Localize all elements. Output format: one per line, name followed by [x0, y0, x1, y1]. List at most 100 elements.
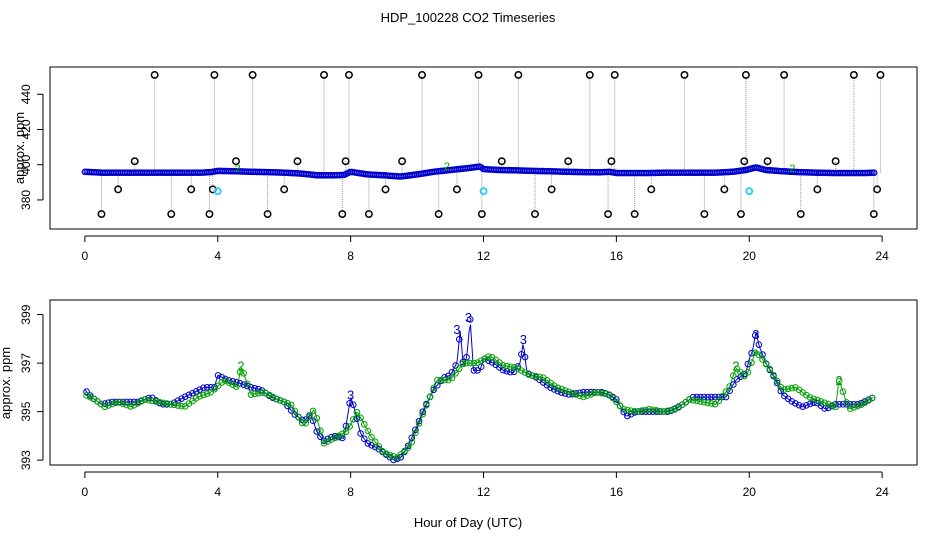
highlight-label-blue: 3: [465, 310, 472, 325]
series-point-green: [591, 389, 598, 397]
series-point-green: [138, 398, 145, 405]
series-point-blue: [360, 435, 368, 443]
series-point-green: [434, 376, 441, 384]
bottom-y-tick-label: 399: [19, 304, 33, 324]
series-point-green: [123, 401, 131, 409]
outlier-point: [497, 157, 506, 166]
outlier-point: [531, 210, 539, 218]
outlier-point: [647, 185, 656, 194]
series-point-blue: [485, 357, 492, 364]
series-point-green: [291, 407, 299, 415]
series-point-blue: [101, 400, 109, 407]
series-point-blue: [328, 433, 335, 441]
series-point-green: [419, 410, 427, 418]
panel-bottom-frame: [49, 299, 918, 466]
series-point-green: [817, 398, 825, 405]
series-point-green: [346, 423, 353, 430]
outlier-point: [248, 70, 257, 79]
series-point-blue: [390, 456, 397, 464]
outlier-point: [452, 185, 461, 194]
series-point-green: [273, 395, 280, 403]
series-point-green: [167, 400, 174, 408]
series-point-blue: [108, 398, 116, 406]
series-point-blue: [192, 388, 200, 395]
series-point-green: [247, 391, 255, 398]
series-point-green: [349, 416, 357, 423]
series-point-green: [550, 382, 558, 389]
series-point-blue: [803, 402, 810, 409]
series-point-green: [518, 367, 525, 374]
series-point-green: [258, 389, 266, 396]
series-point-green: [583, 392, 591, 399]
series-point-green: [295, 413, 302, 421]
series-point-blue: [510, 368, 518, 376]
top-axes: 0 4 8 12 16 20 24 380 400 420 440: [19, 84, 889, 263]
series-point-blue: [130, 398, 138, 406]
series-point-green: [262, 389, 269, 397]
top-baseline-points: [81, 163, 878, 180]
series-point-green: [536, 373, 543, 381]
series-point-green: [835, 377, 843, 385]
series-point-blue: [850, 401, 858, 408]
series-point-blue: [185, 391, 193, 399]
series-point-blue: [419, 408, 427, 416]
series-point-blue: [708, 393, 715, 401]
series-point-green: [477, 357, 485, 365]
series-point-blue: [466, 316, 474, 323]
series-point-green: [784, 385, 792, 393]
series-point-green: [719, 392, 726, 400]
outlier-point: [780, 70, 789, 79]
highlight-label-green: 2: [237, 359, 244, 374]
series-point-blue: [499, 366, 507, 374]
series-point-blue: [357, 430, 364, 437]
panel-top-frame: [49, 66, 918, 230]
outlier-point: [205, 210, 214, 218]
series-point-blue: [174, 397, 182, 404]
top-x-tick-label: 20: [743, 249, 757, 263]
series-point-blue: [254, 385, 262, 393]
bottom-x-tick-label: 12: [477, 485, 491, 499]
chart-title: HDP_100228 CO2 Timeseries: [381, 10, 556, 25]
series-point-blue: [349, 401, 357, 409]
series-point-blue: [839, 401, 847, 408]
series-point-green: [233, 383, 240, 390]
series-point-blue: [200, 384, 207, 392]
series-point-blue: [521, 353, 529, 361]
bottom-x-tick-label: 8: [347, 485, 354, 499]
series-point-green: [390, 453, 397, 460]
series-point-green: [463, 359, 470, 367]
outlier-point: [345, 70, 353, 79]
outlier-point: [514, 70, 523, 79]
highlight-label-green: 2: [835, 373, 842, 388]
series-point-green: [236, 368, 244, 376]
series-point-green: [740, 372, 748, 380]
series-point-blue: [240, 381, 247, 388]
bottom-y-axis-label: approx. ppm: [0, 347, 13, 419]
series-point-green: [711, 400, 719, 408]
series-point-green: [466, 359, 474, 367]
series-point-green: [503, 362, 511, 370]
series-point-blue: [364, 440, 372, 447]
series-point-blue: [196, 386, 204, 393]
series-point-blue: [284, 402, 291, 410]
series-point-blue: [558, 389, 565, 396]
series-point-blue: [83, 388, 90, 395]
green-label: 2: [789, 163, 795, 175]
series-point-green: [561, 387, 569, 394]
series-point-blue: [751, 332, 759, 339]
top-x-tick-label: 16: [610, 249, 624, 263]
series-point-green: [602, 390, 609, 398]
bottom-x-tick-label: 4: [214, 485, 221, 499]
outlier-point: [114, 185, 123, 194]
outlier-point: [150, 70, 159, 79]
series-point-green: [554, 384, 562, 392]
series-point-blue: [645, 408, 653, 415]
series-point-blue: [339, 434, 346, 442]
series-point-green: [200, 391, 207, 399]
series-point-blue: [788, 398, 796, 405]
series-point-green: [101, 403, 109, 411]
series-point-green: [309, 407, 317, 415]
series-point-green: [222, 377, 229, 384]
outlier-point: [720, 185, 729, 194]
outlier-point: [796, 210, 805, 218]
